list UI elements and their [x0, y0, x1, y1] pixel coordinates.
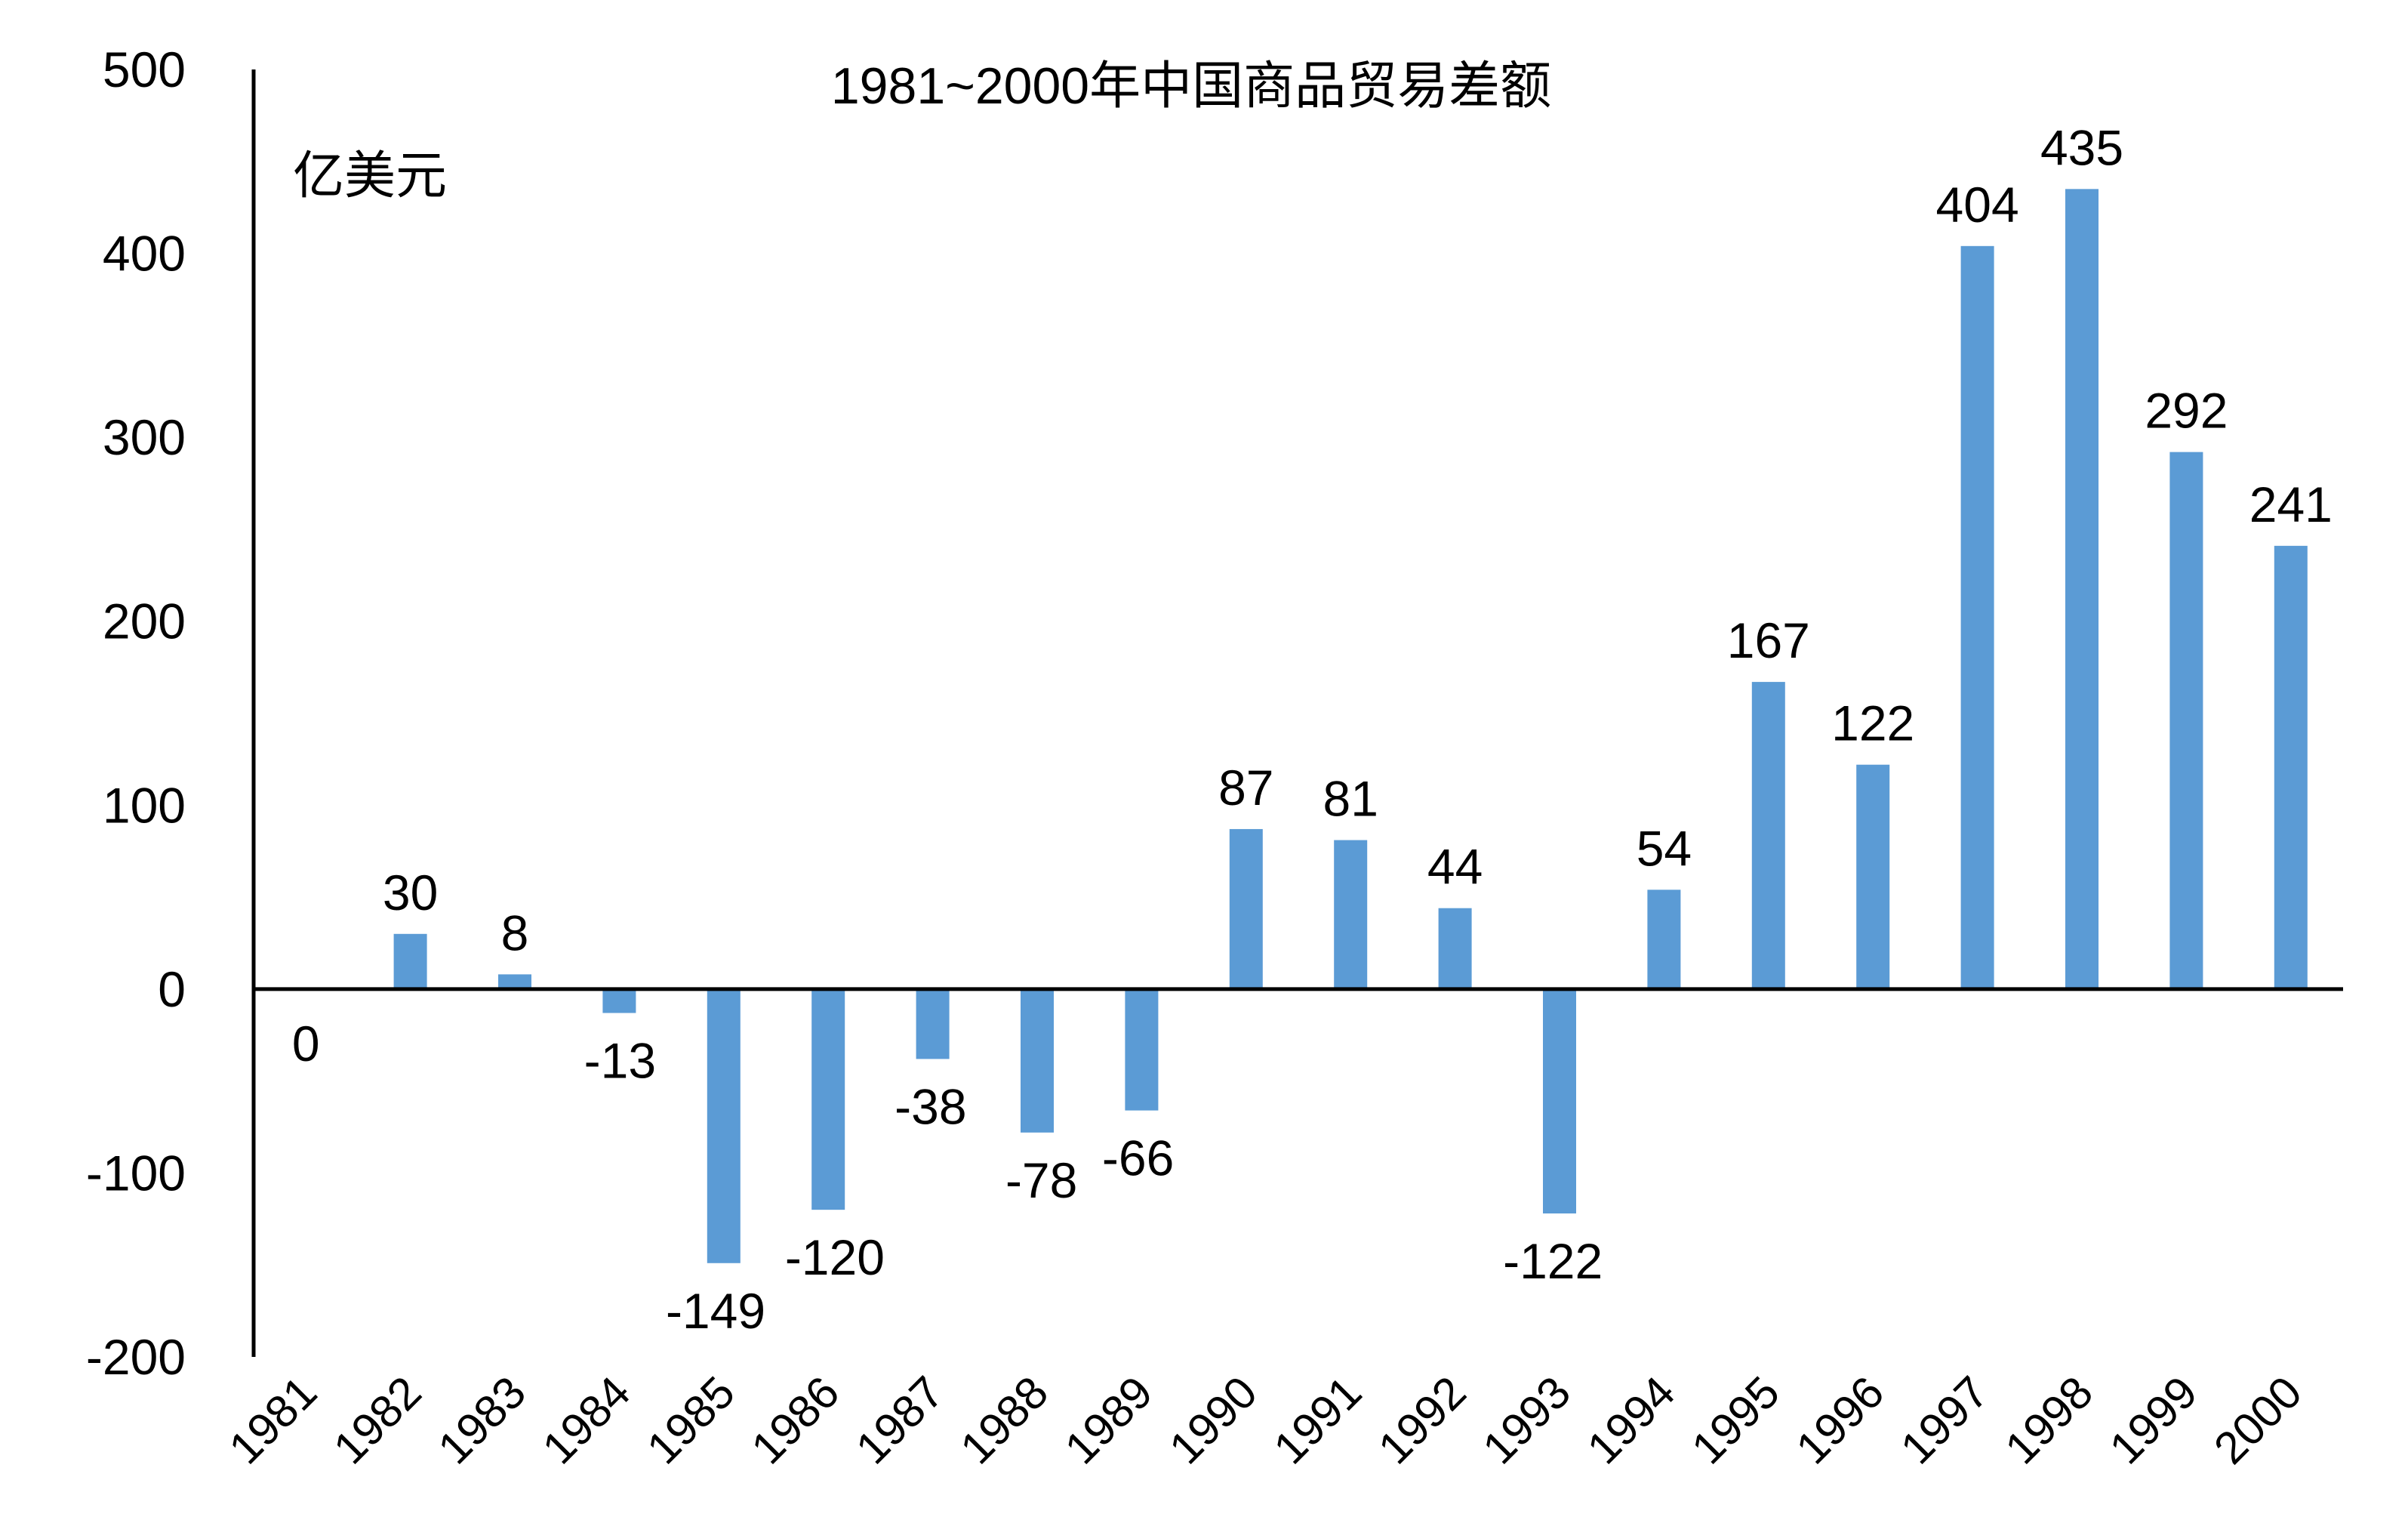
data-label-1989: -66 — [1102, 1130, 1174, 1186]
bar-1996 — [1856, 764, 1890, 989]
x-tick-label: 1995 — [1682, 1367, 1789, 1474]
y-tick-label: 300 — [103, 409, 186, 465]
data-label-1987: -38 — [895, 1078, 966, 1134]
data-label-1997: 404 — [1936, 177, 2019, 233]
data-label-1992: 44 — [1427, 839, 1483, 895]
data-label-2000: 241 — [2249, 476, 2333, 532]
bar-1995 — [1751, 682, 1785, 989]
x-tick-label: 1986 — [742, 1367, 849, 1474]
x-tick-label: 1997 — [1891, 1367, 1998, 1474]
bar-1982 — [393, 933, 427, 989]
bar-1987 — [916, 988, 950, 1059]
x-tick-label: 1988 — [950, 1367, 1058, 1474]
chart-title: 1981~2000年中国商品贸易差额 — [831, 57, 1551, 115]
unit-label: 亿美元 — [293, 147, 447, 205]
data-label-1985: -149 — [666, 1283, 765, 1339]
y-tick-label: 400 — [103, 226, 186, 282]
x-tick-label: 1987 — [846, 1367, 953, 1474]
x-tick-label: 1999 — [2100, 1367, 2207, 1474]
x-tick-label: 2000 — [2204, 1367, 2311, 1474]
x-tick-label: 1996 — [1787, 1367, 1894, 1474]
bar-1986 — [811, 988, 845, 1210]
x-tick-label: 1993 — [1473, 1367, 1580, 1474]
x-tick-label: 1990 — [1159, 1367, 1267, 1474]
bar-1990 — [1229, 828, 1263, 989]
bar-2000 — [2274, 545, 2308, 989]
bar-1993 — [1543, 988, 1576, 1214]
bar-1992 — [1438, 908, 1472, 989]
x-tick-label: 1991 — [1264, 1367, 1372, 1474]
bar-1994 — [1647, 890, 1681, 989]
y-tick-label: 200 — [103, 594, 186, 649]
x-tick-label: 1983 — [428, 1367, 535, 1474]
data-label-1998: 435 — [2040, 119, 2123, 175]
data-label-1984: -13 — [584, 1033, 656, 1089]
data-label-1983: 8 — [501, 905, 529, 960]
x-tick-label: 1985 — [637, 1367, 744, 1474]
y-tick-label: 0 — [158, 961, 186, 1017]
bar-1997 — [1960, 245, 1994, 989]
data-label-1981: 0 — [292, 1016, 320, 1071]
bar-1991 — [1334, 840, 1368, 989]
data-label-1999: 292 — [2145, 383, 2228, 439]
x-tick-label: 1984 — [533, 1367, 640, 1474]
x-tick-label: 1998 — [1995, 1367, 2102, 1474]
data-labels: 0 30 8 -13 -149 -120 -38 -78 -66 87 81 44 -122 54 167 1… — [292, 119, 2333, 1338]
y-tick-label: -100 — [86, 1145, 186, 1201]
data-label-1988: -78 — [1005, 1152, 1077, 1208]
data-label-1995: 167 — [1727, 612, 1810, 668]
x-tick-label: 1989 — [1055, 1367, 1162, 1474]
bar-1988 — [1021, 988, 1054, 1133]
bar-1989 — [1125, 988, 1159, 1111]
x-tick-label: 1982 — [324, 1367, 431, 1474]
bar-1998 — [2065, 189, 2099, 989]
data-label-1994: 54 — [1637, 820, 1692, 876]
y-tick-label: 500 — [103, 42, 186, 97]
x-tick-label: 1992 — [1369, 1367, 1476, 1474]
bar-1985 — [707, 988, 741, 1263]
data-label-1991: 81 — [1323, 771, 1378, 827]
data-label-1996: 122 — [1831, 695, 1914, 751]
data-label-1993: -122 — [1503, 1233, 1603, 1289]
y-axis-ticks: -200 -100 0 100 200 300 400 500 — [86, 42, 186, 1385]
data-label-1990: 87 — [1218, 760, 1273, 816]
x-tick-label: 1994 — [1578, 1367, 1685, 1474]
bar-1983 — [498, 974, 531, 989]
x-tick-label: 1981 — [220, 1367, 327, 1474]
data-label-1982: 30 — [383, 865, 438, 920]
x-axis-ticks: 1981198219831984198519861987198819891990… — [220, 1367, 2311, 1474]
y-tick-label: -200 — [86, 1329, 186, 1385]
data-label-1986: -120 — [785, 1229, 885, 1285]
bars-layer — [393, 189, 2308, 1263]
bar-1999 — [2169, 452, 2203, 989]
bar-1984 — [602, 988, 636, 1013]
y-tick-label: 100 — [103, 777, 186, 833]
